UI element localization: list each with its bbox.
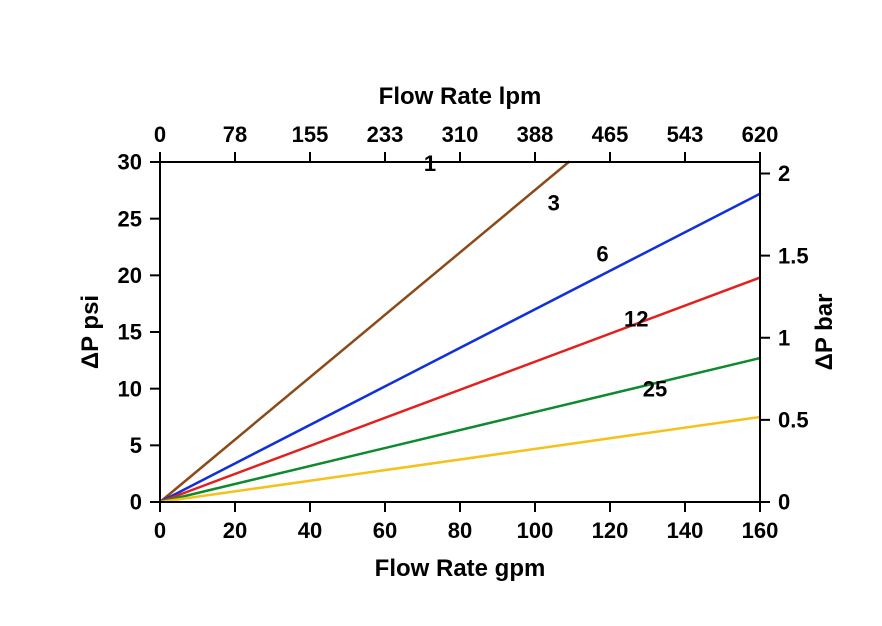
y-left-tick-label: 15 <box>118 320 142 345</box>
y-left-tick-label: 20 <box>118 263 142 288</box>
y-left-title: ΔP psi <box>77 295 104 369</box>
x-top-tick-label: 78 <box>223 122 247 147</box>
y-right-tick-label: 0.5 <box>778 408 809 433</box>
x-bottom-tick-label: 0 <box>154 518 166 543</box>
y-right-tick-label: 2 <box>778 161 790 186</box>
x-bottom-tick-label: 60 <box>373 518 397 543</box>
x-bottom-tick-label: 80 <box>448 518 472 543</box>
y-left-tick-label: 10 <box>118 376 142 401</box>
y-right-tick-label: 1 <box>778 325 790 350</box>
x-bottom-tick-label: 140 <box>667 518 704 543</box>
x-bottom-title: Flow Rate gpm <box>375 555 546 582</box>
x-top-tick-label: 310 <box>442 122 479 147</box>
series-label-1: 1 <box>424 151 436 176</box>
x-bottom-tick-label: 100 <box>517 518 554 543</box>
x-bottom-tick-label: 20 <box>223 518 247 543</box>
x-bottom-tick-label: 40 <box>298 518 322 543</box>
y-right-title: ΔP bar <box>811 294 838 371</box>
x-top-tick-label: 233 <box>367 122 404 147</box>
x-top-tick-label: 620 <box>742 122 779 147</box>
y-left-tick-label: 25 <box>118 206 142 231</box>
x-top-tick-label: 465 <box>592 122 629 147</box>
y-left-tick-label: 30 <box>118 150 142 175</box>
series-label-12: 12 <box>624 306 648 331</box>
x-top-tick-label: 543 <box>667 122 704 147</box>
x-top-tick-label: 155 <box>292 122 329 147</box>
y-left-title-group: ΔP psi <box>77 295 104 369</box>
y-left-tick-label: 0 <box>130 490 142 515</box>
y-right-title-group: ΔP bar <box>811 294 838 371</box>
pressure-flow-chart: 020406080100120140160Flow Rate gpm078155… <box>0 0 882 626</box>
x-bottom-tick-label: 160 <box>742 518 779 543</box>
series-label-3: 3 <box>548 191 560 216</box>
y-right-tick-label: 1.5 <box>778 243 809 268</box>
x-top-tick-label: 388 <box>517 122 554 147</box>
y-left-tick-label: 5 <box>130 433 142 458</box>
x-top-tick-label: 0 <box>154 122 166 147</box>
x-top-title: Flow Rate lpm <box>379 83 542 110</box>
series-label-6: 6 <box>596 242 608 267</box>
y-right-tick-label: 0 <box>778 490 790 515</box>
x-bottom-tick-label: 120 <box>592 518 629 543</box>
series-label-25: 25 <box>643 377 667 402</box>
chart-svg: 020406080100120140160Flow Rate gpm078155… <box>0 0 882 626</box>
